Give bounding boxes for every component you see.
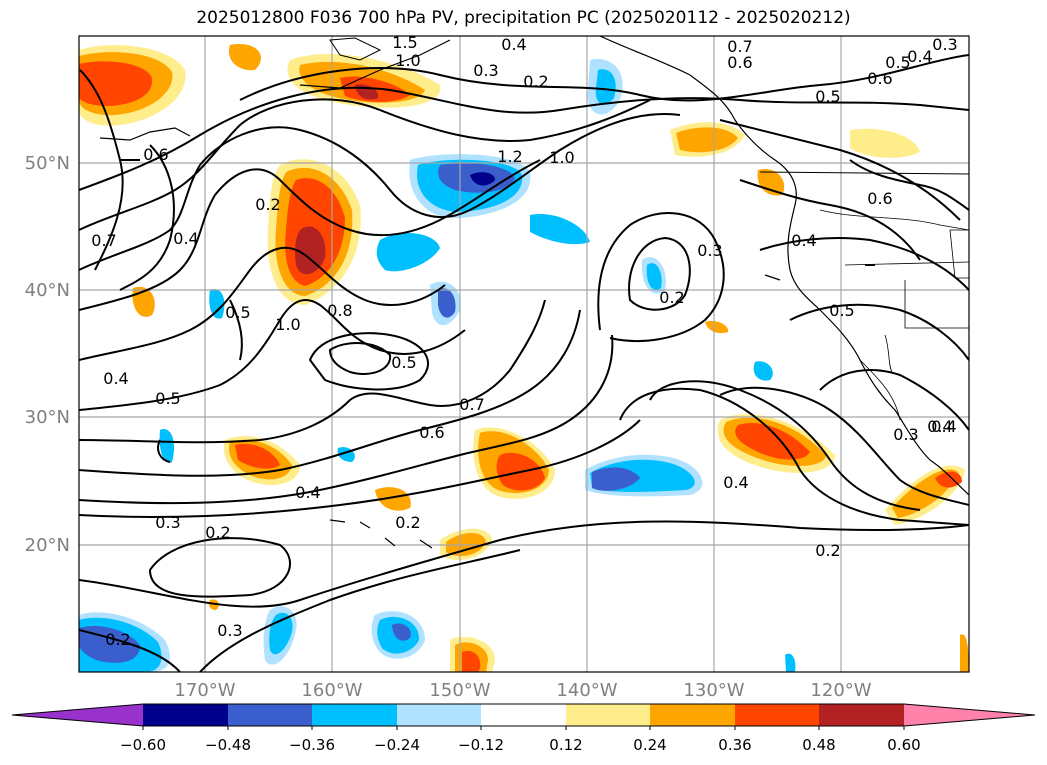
precip-shading: [79, 44, 969, 672]
colorbar-tick-label: −0.12: [458, 736, 504, 754]
colorbar-ticks: −0.60 −0.48 −0.36 −0.24 −0.12 0.12 0.24 …: [120, 736, 921, 754]
lon-label: 160°W: [301, 680, 362, 701]
colorbar-extend-max: [904, 704, 1035, 726]
colorbar-tick-label: 0.48: [802, 736, 835, 754]
coastlines: [99, 36, 969, 549]
colorbar-segment: [650, 704, 735, 726]
contour-label: 0.4: [173, 229, 198, 248]
lon-label: 150°W: [429, 680, 490, 701]
contour-label: 0.2: [105, 630, 130, 649]
contour-label: 1.0: [395, 51, 420, 70]
colorbar-segment: [735, 704, 819, 726]
colorbar: [11, 703, 1036, 730]
colorbar-tick-label: −0.60: [120, 736, 166, 754]
contour-label: 0.3: [155, 513, 180, 532]
contour-label: 0.5: [829, 301, 854, 320]
lat-label: 20°N: [25, 535, 70, 556]
colorbar-tick-label: −0.36: [289, 736, 335, 754]
contour-label: 0.4: [501, 35, 526, 54]
lon-label: 140°W: [556, 680, 617, 701]
contour-label: 0.3: [473, 61, 498, 80]
contour-label: 0.3: [217, 621, 242, 640]
colorbar-tick-label: −0.24: [374, 736, 420, 754]
contour-label: 0.2: [659, 288, 684, 307]
lon-label: 120°W: [810, 680, 871, 701]
contour-label: 0.2: [395, 513, 420, 532]
colorbar-segment: [312, 704, 397, 726]
contour-label: 0.2: [255, 195, 280, 214]
colorbar-tick-label: 0.36: [718, 736, 751, 754]
contour-label: 1.0: [275, 315, 300, 334]
contour-label: 0.2: [815, 541, 840, 560]
contour-label: 0.4: [931, 417, 956, 436]
colorbar-segment: [481, 704, 566, 726]
contour-label: 0.5: [815, 87, 840, 106]
contour-label: 0.6: [867, 69, 892, 88]
colorbar-segment: [819, 704, 904, 726]
colorbar-extend-min: [12, 704, 143, 726]
contour-label: 0.7: [459, 395, 484, 414]
pv-contours: [79, 54, 969, 672]
colorbar-tick-label: 0.12: [549, 736, 582, 754]
contour-label: 0.2: [523, 72, 548, 91]
lon-label: 130°W: [683, 680, 744, 701]
colorbar-segment: [228, 704, 312, 726]
contour-label: 0.5: [155, 389, 180, 408]
colorbar-tick-label: −0.48: [205, 736, 251, 754]
lat-label: 30°N: [25, 407, 70, 428]
lat-label: 50°N: [25, 153, 70, 174]
contour-label: 0.3: [893, 425, 918, 444]
contour-label: 0.2: [205, 523, 230, 542]
lon-labels: 170°W 160°W 150°W 140°W 130°W 120°W: [174, 680, 871, 701]
contour-label: 1.5: [392, 33, 417, 52]
contour-label: 0.4: [103, 369, 128, 388]
contour-label: 0.4: [295, 483, 320, 502]
contour-label: 0.3: [932, 35, 957, 54]
map-frame: [78, 35, 970, 673]
graticule: [79, 36, 969, 672]
lat-label: 40°N: [25, 280, 70, 301]
contour-label: 0.6: [143, 145, 168, 164]
contour-label: 1.0: [549, 148, 574, 167]
contour-label: 0.7: [91, 231, 116, 250]
contour-label: 0.4: [907, 47, 932, 66]
contour-label: 0.8: [327, 301, 352, 320]
contour-label: 1.2: [497, 147, 522, 166]
contour-label: 0.5: [885, 53, 910, 72]
lat-labels: 50°N 40°N 30°N 20°N: [25, 153, 70, 556]
colorbar-tick-label: 0.60: [887, 736, 920, 754]
colorbar-tick-label: 0.24: [633, 736, 666, 754]
contour-label: 0.3: [697, 241, 722, 260]
colorbar-segment: [397, 704, 481, 726]
lon-label: 170°W: [174, 680, 235, 701]
contour-label: 0.6: [867, 189, 892, 208]
contour-label: 0.4: [723, 473, 748, 492]
contour-label: 0.4: [927, 417, 952, 436]
colorbar-segment: [566, 704, 650, 726]
colorbar-segment: [143, 704, 228, 726]
map-title: 2025012800 F036 700 hPa PV, precipitatio…: [196, 8, 851, 28]
contour-label: 0.5: [391, 353, 416, 372]
contour-label: 0.6: [419, 423, 444, 442]
contour-labels: 0.3 0.4 1.5 1.0 0.2 0.7 0.6 0.3 0.4 0.5 …: [91, 33, 957, 649]
contour-label: 0.6: [727, 53, 752, 72]
contour-label: 0.5: [225, 303, 250, 322]
contour-label: 0.4: [791, 231, 816, 250]
contour-label: 0.7: [727, 37, 752, 56]
